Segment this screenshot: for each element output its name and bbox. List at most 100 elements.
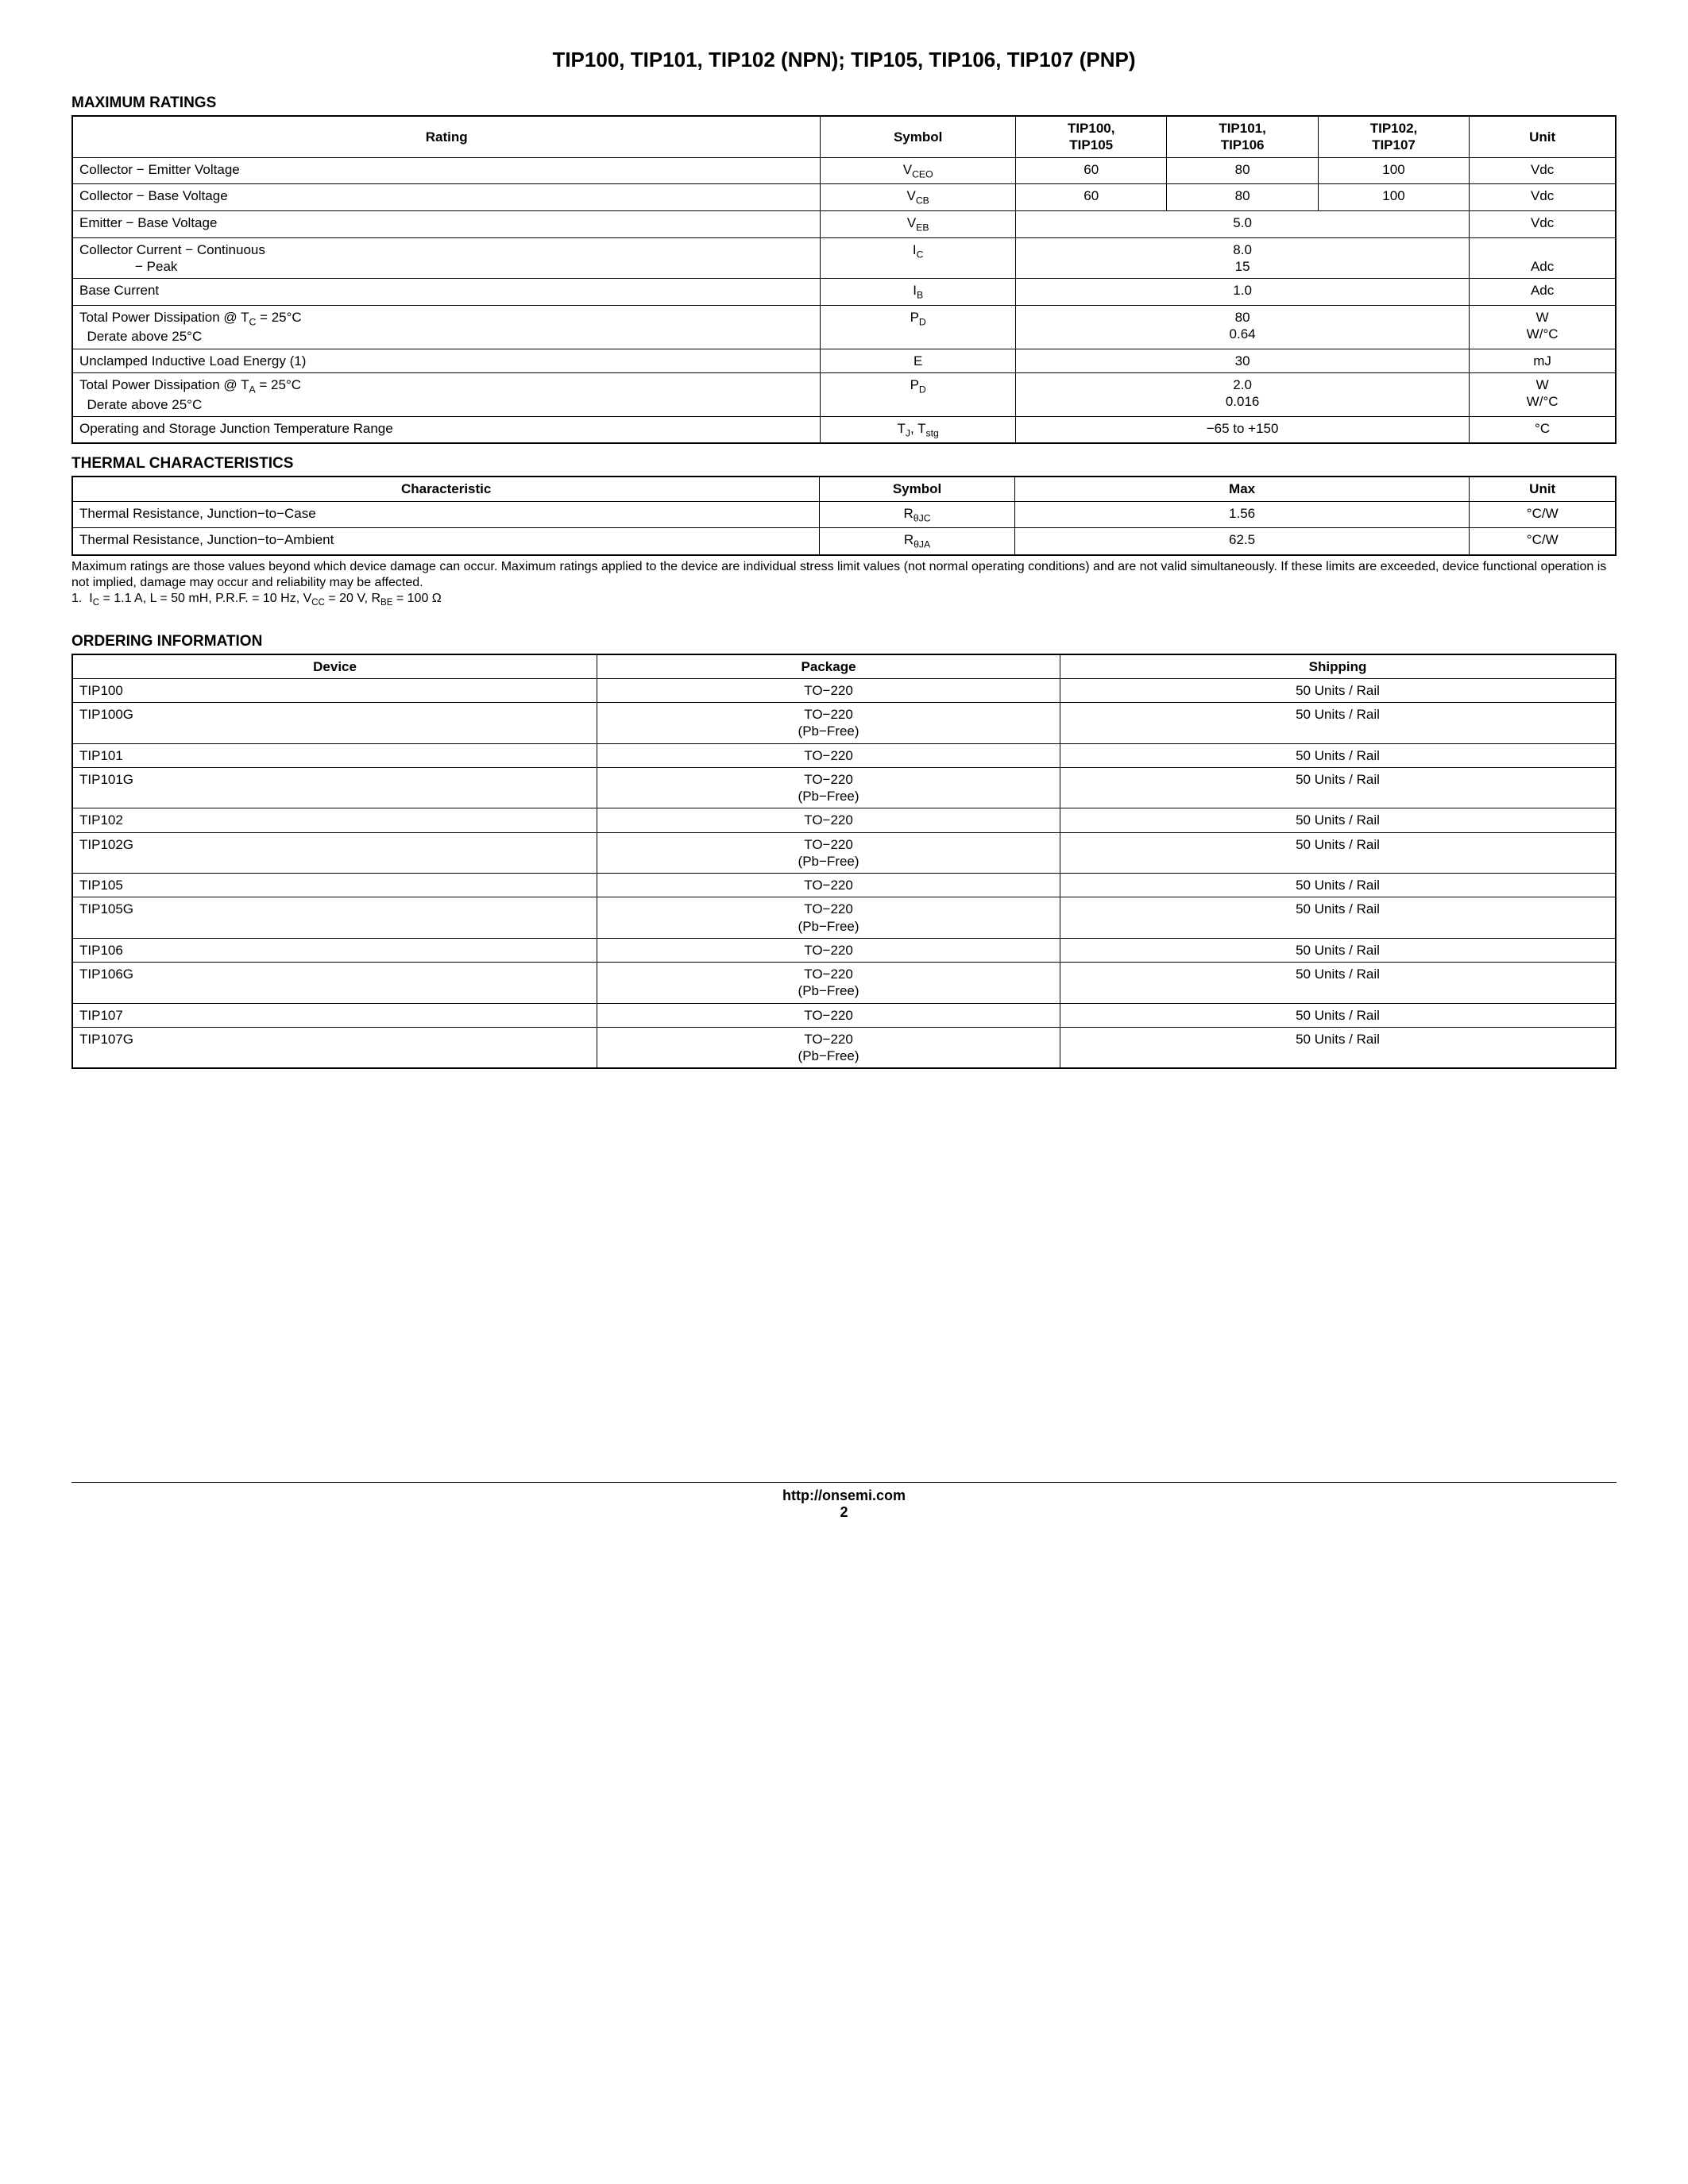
cell-unit: Adc xyxy=(1470,237,1616,279)
cell-char: Thermal Resistance, Junction−to−Case xyxy=(72,501,820,528)
table-row: TIP102TO−22050 Units / Rail xyxy=(72,808,1616,832)
table-row: TIP101GTO−220(Pb−Free)50 Units / Rail xyxy=(72,767,1616,808)
table-header-row: Device Package Shipping xyxy=(72,654,1616,679)
cell-val: 2.00.016 xyxy=(1016,372,1470,416)
cell-shipping: 50 Units / Rail xyxy=(1060,874,1617,897)
cell-rating: Total Power Dissipation @ TC = 25°C Dera… xyxy=(72,305,821,349)
section-ordering: ORDERING INFORMATION xyxy=(71,633,1617,650)
table-header-row: Characteristic Symbol Max Unit xyxy=(72,477,1616,501)
cell-unit: WW/°C xyxy=(1470,305,1616,349)
hdr-symbol: Symbol xyxy=(820,477,1014,501)
cell-shipping: 50 Units / Rail xyxy=(1060,678,1617,702)
table-row: TIP107TO−22050 Units / Rail xyxy=(72,1003,1616,1027)
cell-shipping: 50 Units / Rail xyxy=(1060,963,1617,1004)
cell-device: TIP106 xyxy=(72,938,597,962)
cell-rating: Emitter − Base Voltage xyxy=(72,210,821,237)
cell-unit: °C/W xyxy=(1470,528,1616,555)
thermal-table: Characteristic Symbol Max Unit Thermal R… xyxy=(71,476,1617,556)
cell-rating: Collector − Emitter Voltage xyxy=(72,157,821,184)
cell-unit: °C xyxy=(1470,416,1616,443)
cell-unit: Vdc xyxy=(1470,157,1616,184)
hdr-col1: TIP100,TIP105 xyxy=(1016,116,1167,157)
cell-symbol: TJ, Tstg xyxy=(821,416,1016,443)
hdr-package: Package xyxy=(597,654,1060,679)
table-header-row: Rating Symbol TIP100,TIP105 TIP101,TIP10… xyxy=(72,116,1616,157)
page-title: TIP100, TIP101, TIP102 (NPN); TIP105, TI… xyxy=(71,48,1617,72)
cell-max: 62.5 xyxy=(1014,528,1470,555)
cell-package: TO−220 xyxy=(597,808,1060,832)
cell-device: TIP101 xyxy=(72,743,597,767)
cell-package: TO−220(Pb−Free) xyxy=(597,897,1060,939)
cell-val: 80 xyxy=(1167,184,1318,211)
table-row: TIP106GTO−220(Pb−Free)50 Units / Rail xyxy=(72,963,1616,1004)
cell-rating: Operating and Storage Junction Temperatu… xyxy=(72,416,821,443)
cell-symbol: IB xyxy=(821,279,1016,306)
cell-device: TIP100 xyxy=(72,678,597,702)
note-condition: 1. IC = 1.1 A, L = 50 mH, P.R.F. = 10 Hz… xyxy=(71,591,1617,609)
cell-val: 1.0 xyxy=(1016,279,1470,306)
cell-shipping: 50 Units / Rail xyxy=(1060,938,1617,962)
cell-symbol: RθJC xyxy=(820,501,1014,528)
cell-device: TIP106G xyxy=(72,963,597,1004)
cell-package: TO−220 xyxy=(597,678,1060,702)
cell-val: 30 xyxy=(1016,349,1470,372)
cell-val: 800.64 xyxy=(1016,305,1470,349)
cell-symbol: RθJA xyxy=(820,528,1014,555)
cell-package: TO−220(Pb−Free) xyxy=(597,832,1060,874)
table-row: TIP105GTO−220(Pb−Free)50 Units / Rail xyxy=(72,897,1616,939)
cell-unit: °C/W xyxy=(1470,501,1616,528)
cell-unit: Vdc xyxy=(1470,210,1616,237)
cell-rating: Total Power Dissipation @ TA = 25°C Dera… xyxy=(72,372,821,416)
cell-symbol: PD xyxy=(821,372,1016,416)
hdr-unit: Unit xyxy=(1470,477,1616,501)
hdr-rating: Rating xyxy=(72,116,821,157)
cell-val: 100 xyxy=(1318,157,1469,184)
table-row: Unclamped Inductive Load Energy (1) E 30… xyxy=(72,349,1616,372)
cell-val: 60 xyxy=(1016,157,1167,184)
cell-shipping: 50 Units / Rail xyxy=(1060,897,1617,939)
cell-shipping: 50 Units / Rail xyxy=(1060,1027,1617,1068)
hdr-symbol: Symbol xyxy=(821,116,1016,157)
hdr-unit: Unit xyxy=(1470,116,1616,157)
cell-unit: WW/°C xyxy=(1470,372,1616,416)
cell-package: TO−220(Pb−Free) xyxy=(597,963,1060,1004)
cell-val: 80 xyxy=(1167,157,1318,184)
cell-device: TIP107 xyxy=(72,1003,597,1027)
cell-unit: Adc xyxy=(1470,279,1616,306)
cell-val: −65 to +150 xyxy=(1016,416,1470,443)
cell-symbol: IC xyxy=(821,237,1016,279)
cell-device: TIP100G xyxy=(72,703,597,744)
cell-shipping: 50 Units / Rail xyxy=(1060,743,1617,767)
table-row: Total Power Dissipation @ TA = 25°C Dera… xyxy=(72,372,1616,416)
table-row: TIP101TO−22050 Units / Rail xyxy=(72,743,1616,767)
hdr-col3: TIP102,TIP107 xyxy=(1318,116,1469,157)
footer-url: http://onsemi.com xyxy=(71,1488,1617,1504)
cell-unit: mJ xyxy=(1470,349,1616,372)
cell-package: TO−220(Pb−Free) xyxy=(597,767,1060,808)
cell-symbol: VEB xyxy=(821,210,1016,237)
cell-val: 8.015 xyxy=(1016,237,1470,279)
cell-device: TIP105 xyxy=(72,874,597,897)
table-row: TIP102GTO−220(Pb−Free)50 Units / Rail xyxy=(72,832,1616,874)
cell-package: TO−220 xyxy=(597,743,1060,767)
table-row: Operating and Storage Junction Temperatu… xyxy=(72,416,1616,443)
table-row: TIP106TO−22050 Units / Rail xyxy=(72,938,1616,962)
cell-device: TIP102 xyxy=(72,808,597,832)
table-row: TIP105TO−22050 Units / Rail xyxy=(72,874,1616,897)
ordering-table: Device Package Shipping TIP100TO−22050 U… xyxy=(71,654,1617,1070)
hdr-device: Device xyxy=(72,654,597,679)
note-paragraph: Maximum ratings are those values beyond … xyxy=(71,559,1617,591)
cell-symbol: VCEO xyxy=(821,157,1016,184)
table-row: Thermal Resistance, Junction−to−Ambient … xyxy=(72,528,1616,555)
section-thermal: THERMAL CHARACTERISTICS xyxy=(71,455,1617,473)
table-row: Emitter − Base Voltage VEB 5.0 Vdc xyxy=(72,210,1616,237)
table-row: Collector Current − Continuous− Peak IC … xyxy=(72,237,1616,279)
table-row: Base Current IB 1.0 Adc xyxy=(72,279,1616,306)
cell-package: TO−220(Pb−Free) xyxy=(597,1027,1060,1068)
cell-val: 5.0 xyxy=(1016,210,1470,237)
cell-shipping: 50 Units / Rail xyxy=(1060,832,1617,874)
hdr-col2: TIP101,TIP106 xyxy=(1167,116,1318,157)
cell-device: TIP102G xyxy=(72,832,597,874)
cell-device: TIP105G xyxy=(72,897,597,939)
hdr-max: Max xyxy=(1014,477,1470,501)
